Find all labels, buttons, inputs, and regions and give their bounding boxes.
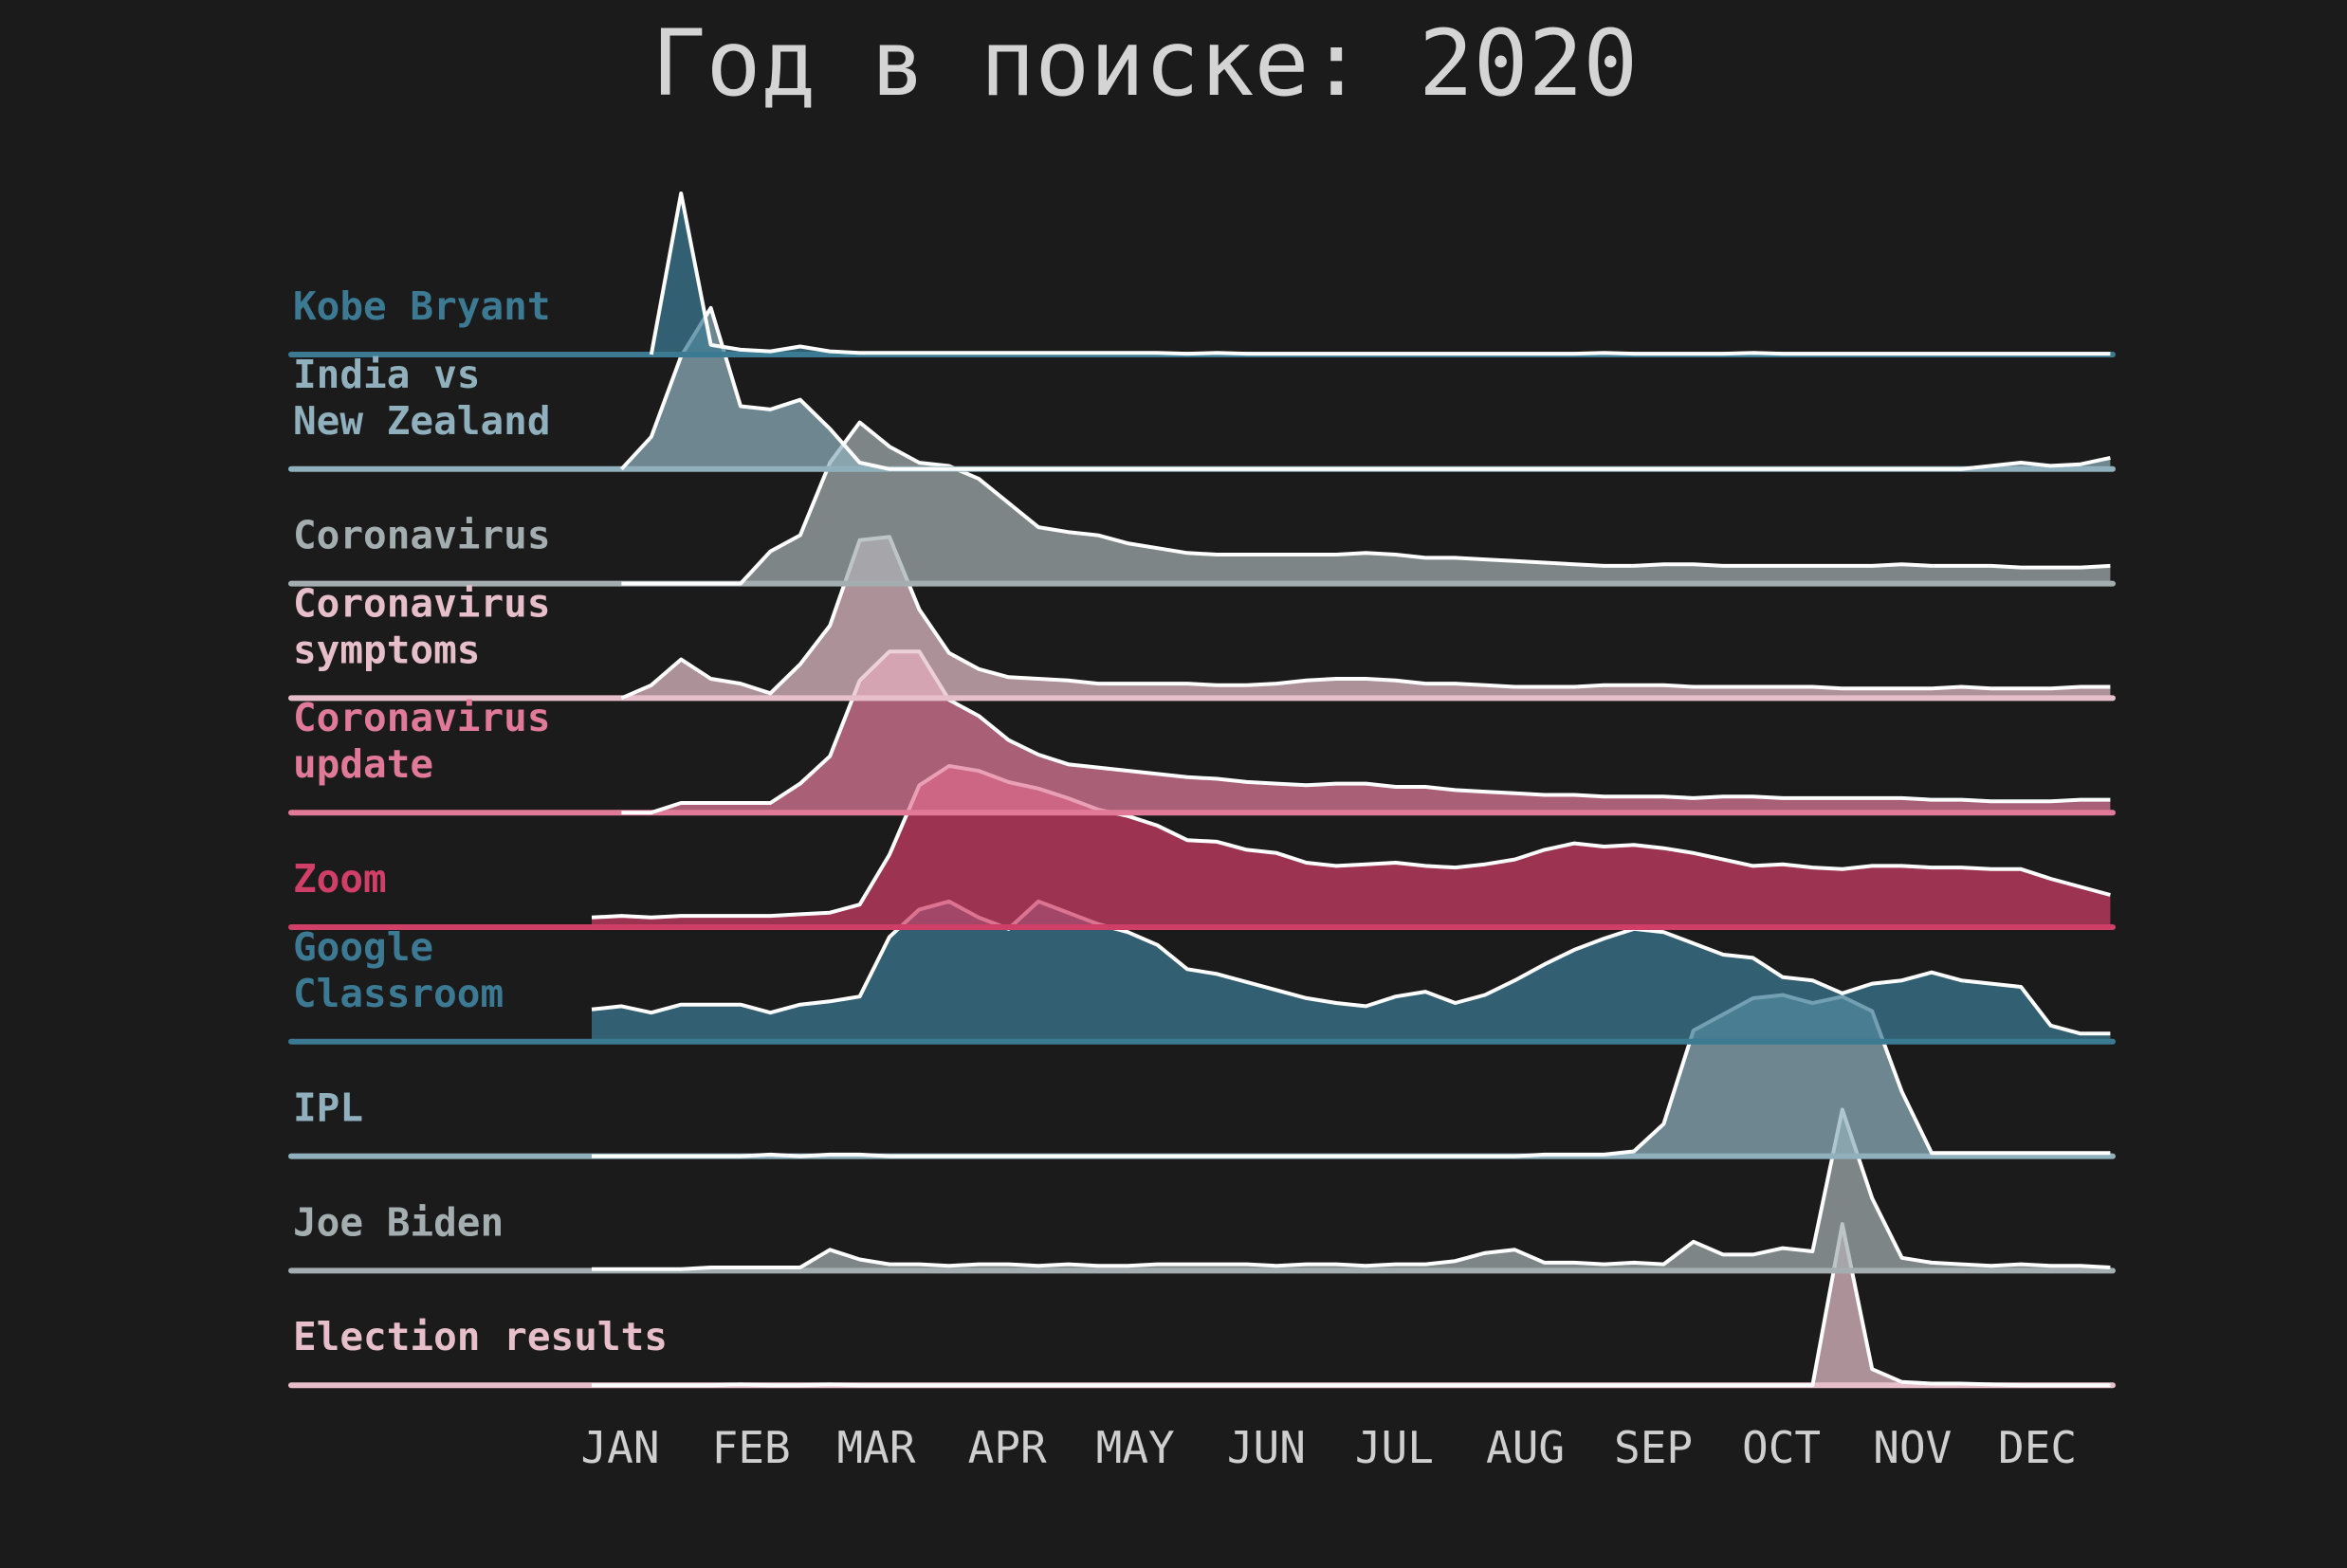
series-label-zoom: Zoom bbox=[293, 856, 387, 902]
series-label-google-classroom-line-1: Google bbox=[293, 924, 433, 970]
series-label-coronavirus-update-line-2: update bbox=[293, 741, 433, 787]
series-label-election-results: Election results bbox=[293, 1314, 668, 1359]
ridge-india-vs-new-zealand bbox=[288, 305, 2116, 472]
x-tick-label-oct: OCT bbox=[1742, 1422, 1821, 1473]
series-label-kobe-bryant: Kobe Bryant bbox=[293, 283, 551, 329]
area-coronavirus-update bbox=[621, 651, 2111, 813]
line-election-results bbox=[592, 1222, 2111, 1388]
series-label-joe-biden: Joe Biden bbox=[293, 1199, 504, 1245]
series-label-india-vs-new-zealand-line-1: India vs bbox=[293, 352, 480, 397]
ridge-election-results bbox=[288, 1222, 2116, 1389]
series-label-coronavirus-update-line-1: Coronavirus bbox=[293, 695, 551, 740]
x-tick-label-jan: JAN bbox=[580, 1422, 659, 1473]
line-zoom bbox=[591, 764, 2111, 920]
line-india-vs-new-zealand bbox=[619, 305, 2111, 471]
x-tick-label-sep: SEP bbox=[1614, 1422, 1693, 1473]
ridges-group bbox=[288, 191, 2116, 1389]
series-label-coronavirus: Coronavirus bbox=[293, 513, 551, 558]
series-label-google-classroom-line-2: Classroom bbox=[293, 971, 504, 1016]
x-tick-label-jul: JUL bbox=[1355, 1422, 1434, 1473]
x-tick-label-jun: JUN bbox=[1227, 1422, 1306, 1473]
x-tick-label-apr: APR bbox=[968, 1422, 1047, 1473]
x-tick-label-nov: NOV bbox=[1873, 1422, 1952, 1473]
x-tick-label-aug: AUG bbox=[1486, 1422, 1565, 1473]
series-label-coronavirus-symptoms-line-1: Coronavirus bbox=[293, 580, 551, 626]
x-tick-label-mar: MAR bbox=[836, 1422, 915, 1473]
series-label-ipl: IPL bbox=[293, 1085, 363, 1131]
line-coronavirus bbox=[621, 420, 2111, 586]
x-tick-label-feb: FEB bbox=[712, 1422, 791, 1473]
series-label-coronavirus-symptoms-line-2: symptoms bbox=[293, 627, 480, 672]
series-label-india-vs-new-zealand-line-2: New Zealand bbox=[293, 398, 551, 444]
x-tick-label-may: MAY bbox=[1096, 1422, 1175, 1473]
line-kobe-bryant bbox=[649, 191, 2111, 356]
ridge-coronavirus-update bbox=[288, 649, 2116, 816]
series-labels-group: Election results Joe Biden IPL GoogleClassr… bbox=[293, 283, 668, 1359]
ridge-coronavirus bbox=[288, 420, 2116, 587]
area-coronavirus bbox=[621, 422, 2111, 584]
x-tick-label-dec: DEC bbox=[1998, 1422, 2077, 1473]
area-india-vs-new-zealand bbox=[621, 307, 2111, 469]
ridge-google-classroom bbox=[288, 899, 2116, 1045]
line-google-classroom bbox=[591, 899, 2111, 1036]
x-axis-ticks: JAN FEB MAR APR MAY JUN JUL AUG SEP OCT NOV DEC bbox=[580, 1422, 2077, 1473]
area-kobe-bryant bbox=[651, 193, 2111, 355]
area-coronavirus-symptoms bbox=[621, 537, 2111, 699]
area-google-classroom bbox=[592, 901, 2111, 1042]
ridge-kobe-bryant bbox=[288, 191, 2116, 357]
chart-title: Год в поиске: 2020 bbox=[651, 10, 1638, 117]
